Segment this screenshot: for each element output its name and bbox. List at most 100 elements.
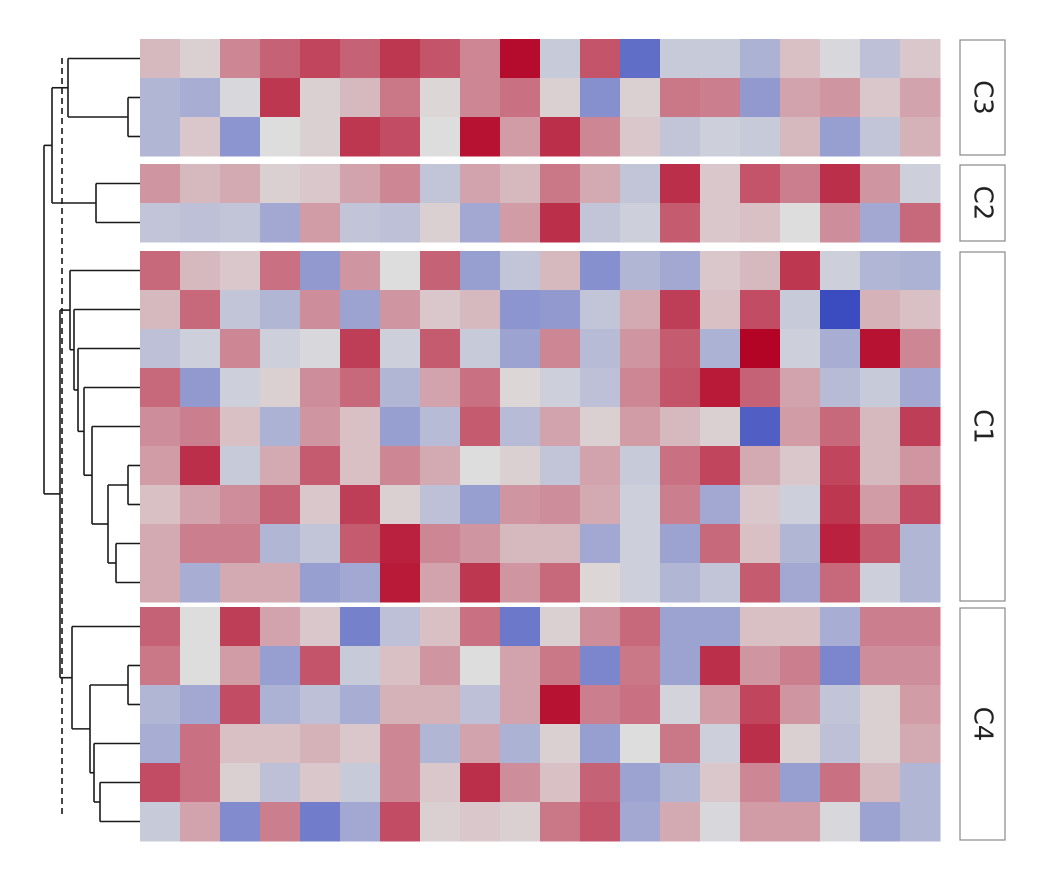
heatmap-cell [580, 763, 621, 803]
heatmap-cell [540, 685, 581, 725]
heatmap-cell [860, 329, 901, 369]
heatmap-cell [180, 407, 221, 447]
heatmap-cell [820, 407, 861, 447]
heatmap-cell [700, 446, 741, 486]
heatmap-cell [140, 446, 181, 486]
heatmap-cell [420, 407, 461, 447]
heatmap-cell [420, 524, 461, 564]
heatmap-cell [660, 646, 701, 686]
heatmap-cell [380, 368, 421, 408]
heatmap-cell [660, 685, 701, 725]
heatmap-cell [700, 203, 741, 243]
heatmap-cell [340, 78, 381, 118]
heatmap-cell [900, 290, 941, 330]
heatmap-cell [180, 117, 221, 157]
heatmap-cell [340, 563, 381, 603]
heatmap-cell [380, 39, 421, 79]
heatmap-cell [900, 368, 941, 408]
heatmap-cell [420, 251, 461, 291]
heatmap-cell [420, 117, 461, 157]
heatmap-cell [540, 763, 581, 803]
heatmap-cell [500, 251, 541, 291]
heatmap-cell [900, 251, 941, 291]
heatmap-cell [900, 485, 941, 525]
heatmap-cells [140, 39, 941, 842]
heatmap-cell [260, 724, 301, 764]
heatmap-cell [340, 724, 381, 764]
heatmap-cell [460, 39, 501, 79]
heatmap-cell [460, 485, 501, 525]
heatmap-cell [580, 524, 621, 564]
heatmap-cell [540, 724, 581, 764]
heatmap-cell [820, 646, 861, 686]
heatmap-cell [700, 685, 741, 725]
heatmap-cell [860, 407, 901, 447]
group-strip [959, 39, 1006, 156]
row-dendrogram [43, 57, 140, 823]
heatmap-cell [860, 251, 901, 291]
heatmap-cell [540, 329, 581, 369]
group-label: C1 [968, 409, 998, 444]
heatmap-cell [420, 290, 461, 330]
heatmap-cell [180, 724, 221, 764]
heatmap-cell [380, 607, 421, 647]
heatmap-cell [740, 485, 781, 525]
heatmap-cell [700, 164, 741, 204]
heatmap-cell [300, 251, 341, 291]
heatmap-cell [900, 685, 941, 725]
heatmap-cell [700, 39, 741, 79]
heatmap-cell [420, 607, 461, 647]
heatmap-cell [620, 251, 661, 291]
heatmap-cell [260, 607, 301, 647]
heatmap-cell [340, 251, 381, 291]
heatmap-cell [620, 368, 661, 408]
heatmap-cell [500, 485, 541, 525]
heatmap-cell [580, 685, 621, 725]
heatmap-cell [820, 290, 861, 330]
heatmap-cell [580, 290, 621, 330]
heatmap-cell [860, 117, 901, 157]
heatmap-cell [700, 646, 741, 686]
heatmap-cell [300, 763, 341, 803]
heatmap-cell [540, 446, 581, 486]
heatmap-cell [460, 117, 501, 157]
heatmap-cell [260, 763, 301, 803]
heatmap-cell [580, 78, 621, 118]
heatmap-cell [580, 251, 621, 291]
heatmap-cell [300, 164, 341, 204]
heatmap-cell [620, 164, 661, 204]
heatmap-cell [900, 802, 941, 842]
heatmap-cell [540, 39, 581, 79]
heatmap-cell [860, 802, 901, 842]
heatmap-cell [380, 407, 421, 447]
heatmap-cell [300, 446, 341, 486]
heatmap-cell [140, 39, 181, 79]
heatmap-cell [660, 117, 701, 157]
heatmap-cell [460, 685, 501, 725]
heatmap-cell [620, 78, 661, 118]
group-label: C2 [968, 186, 998, 221]
heatmap-cell [780, 290, 821, 330]
heatmap-cell [740, 607, 781, 647]
heatmap-cell [860, 203, 901, 243]
heatmap-cell [580, 203, 621, 243]
heatmap-cell [580, 563, 621, 603]
heatmap-cell [900, 607, 941, 647]
heatmap-cell [180, 78, 221, 118]
heatmap-cell [140, 685, 181, 725]
heatmap-cell [460, 329, 501, 369]
heatmap-cell [500, 39, 541, 79]
heatmap-cell [540, 203, 581, 243]
heatmap-cell [620, 685, 661, 725]
heatmap-cell [220, 368, 261, 408]
heatmap-cell [180, 203, 221, 243]
heatmap-cell [660, 78, 701, 118]
heatmap-cell [140, 117, 181, 157]
heatmap-cell [660, 368, 701, 408]
heatmap-cell [660, 251, 701, 291]
heatmap-cell [780, 407, 821, 447]
heatmap-cell [860, 290, 901, 330]
heatmap-cell [780, 524, 821, 564]
heatmap-cell [620, 407, 661, 447]
